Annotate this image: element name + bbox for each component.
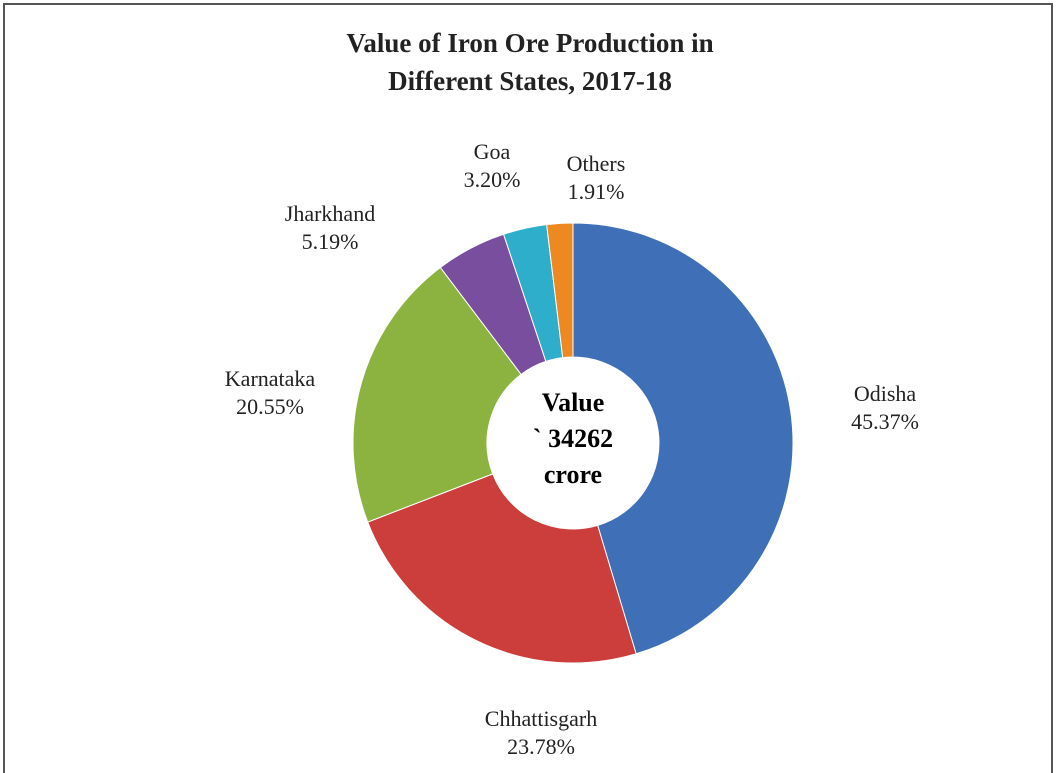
donut-segment <box>367 473 637 664</box>
center-label: ` 34262 <box>533 424 613 453</box>
value-label: 20.55% <box>236 394 304 419</box>
value-label: 3.20% <box>464 167 521 192</box>
donut-segment <box>352 266 522 523</box>
category-label: Others <box>567 151 626 176</box>
value-label: 1.91% <box>568 179 625 204</box>
center-label: crore <box>544 460 602 489</box>
category-label: Goa <box>474 139 511 164</box>
category-label: Jharkhand <box>285 201 375 226</box>
chart-title: Value of Iron Ore Production in <box>346 28 713 58</box>
chart-title: Different States, 2017-18 <box>388 66 672 96</box>
value-label: 23.78% <box>507 734 575 759</box>
category-label: Chhattisgarh <box>485 706 597 731</box>
category-label: Karnataka <box>225 366 316 391</box>
value-label: 5.19% <box>302 229 359 254</box>
center-label: Value <box>542 388 605 417</box>
donut-segment <box>572 222 794 655</box>
category-label: Odisha <box>854 381 917 406</box>
value-label: 45.37% <box>851 409 919 434</box>
donut-segment <box>546 222 574 359</box>
